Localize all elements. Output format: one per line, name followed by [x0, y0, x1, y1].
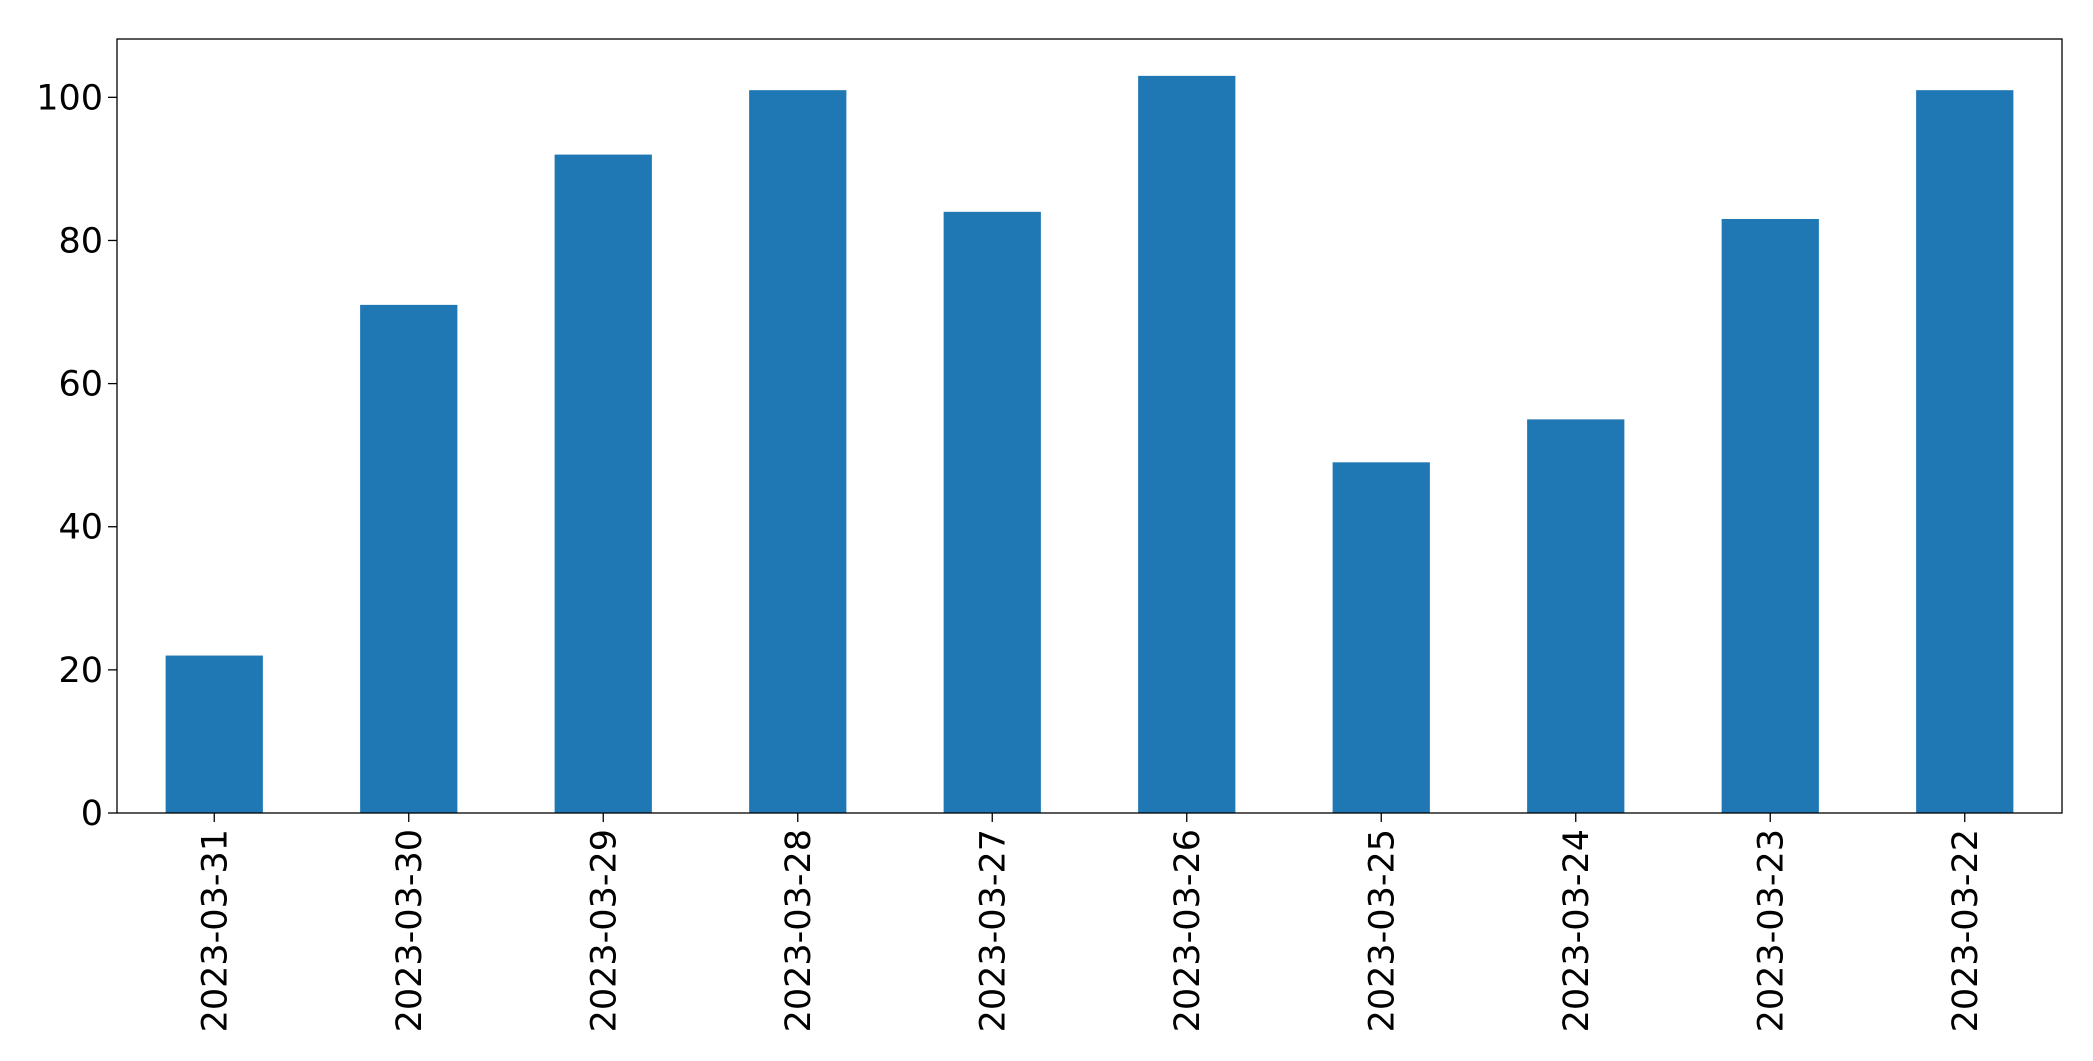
- x-tick-label: 2023-03-29: [584, 829, 624, 1032]
- x-tick-label: 2023-03-30: [390, 829, 430, 1032]
- bar: [1721, 218, 1819, 813]
- y-tick-label: 60: [58, 365, 103, 405]
- y-tick-label: 0: [81, 794, 103, 834]
- bar: [554, 154, 652, 814]
- x-tick-label: 2023-03-23: [1751, 829, 1791, 1032]
- y-tick-label: 100: [36, 78, 103, 118]
- bar: [943, 211, 1041, 813]
- bar: [1332, 462, 1430, 813]
- x-tick-label: 2023-03-22: [1946, 829, 1986, 1032]
- x-tick-label: 2023-03-26: [1168, 829, 1208, 1032]
- y-tick-label: 40: [58, 508, 103, 548]
- y-tick-label: 20: [58, 651, 103, 691]
- x-tick-label: 2023-03-27: [973, 829, 1013, 1032]
- x-tick-label: 2023-03-25: [1362, 829, 1402, 1032]
- x-tick-label: 2023-03-24: [1557, 829, 1597, 1032]
- bar: [1527, 419, 1625, 813]
- bar: [165, 655, 263, 813]
- bar: [1916, 90, 2014, 813]
- y-tick-label: 80: [58, 221, 103, 261]
- bar: [1138, 75, 1236, 814]
- x-tick-label: 2023-03-28: [779, 829, 819, 1032]
- bar: [360, 304, 458, 813]
- plot-frame: [116, 38, 2063, 814]
- x-tick-label: 2023-03-31: [195, 829, 235, 1032]
- bar: [749, 90, 847, 813]
